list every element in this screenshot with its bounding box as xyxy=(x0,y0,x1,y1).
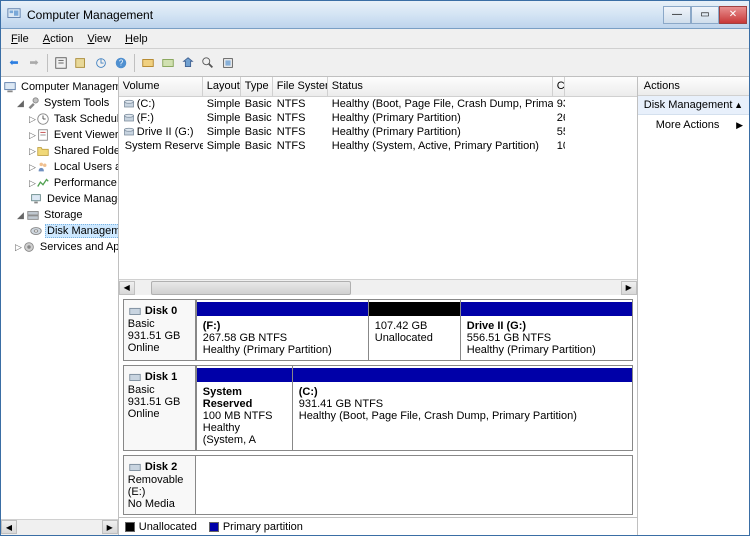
close-button[interactable]: ✕ xyxy=(719,6,747,24)
partition[interactable]: System Reserved100 MB NTFSHealthy (Syste… xyxy=(196,366,292,450)
event-icon xyxy=(36,128,50,142)
expand-icon[interactable]: ▷ xyxy=(29,178,36,189)
col-volume[interactable]: Volume xyxy=(119,77,203,96)
col-status[interactable]: Status xyxy=(328,77,553,96)
tree-task-scheduler[interactable]: ▷ Task Scheduler xyxy=(1,111,118,127)
volume-row[interactable]: (C:)SimpleBasicNTFSHealthy (Boot, Page F… xyxy=(119,97,637,111)
tool-6[interactable] xyxy=(179,54,197,72)
tree-local-users[interactable]: ▷ Local Users and Groups xyxy=(1,159,118,175)
toolbar: ⬅ ➡ ? xyxy=(1,49,749,77)
partition[interactable]: Drive II (G:)556.51 GB NTFSHealthy (Prim… xyxy=(460,300,632,360)
tool-7[interactable] xyxy=(199,54,217,72)
actions-more[interactable]: More Actions ▶ xyxy=(638,115,749,135)
volume-row[interactable]: System ReservedSimpleBasicNTFSHealthy (S… xyxy=(119,139,637,153)
disk-row: Disk 2Removable (E:)No Media xyxy=(123,455,633,515)
volume-h-scrollbar[interactable]: ◀ ▶ xyxy=(119,279,637,295)
actions-header: Actions xyxy=(638,77,749,96)
expand-icon[interactable]: ▷ xyxy=(29,130,36,141)
tools-icon xyxy=(26,96,40,110)
menubar: File Action View Help xyxy=(1,29,749,49)
disk-info: Disk 0Basic931.51 GBOnline xyxy=(124,300,196,360)
legend: Unallocated Primary partition xyxy=(119,517,637,535)
col-c[interactable]: C xyxy=(553,77,565,96)
tree-root[interactable]: Computer Management (Local xyxy=(1,79,118,95)
volume-list: Volume Layout Type File System Status C … xyxy=(119,77,637,295)
tree-services[interactable]: ▷ Services and Applications xyxy=(1,239,118,255)
help-button[interactable]: ? xyxy=(112,54,130,72)
device-icon xyxy=(29,192,43,206)
tool-1[interactable] xyxy=(52,54,70,72)
expand-icon[interactable]: ▷ xyxy=(29,146,36,157)
tool-2[interactable] xyxy=(72,54,90,72)
back-button[interactable]: ⬅ xyxy=(5,54,23,72)
tree-event-viewer[interactable]: ▷ Event Viewer xyxy=(1,127,118,143)
tool-8[interactable] xyxy=(219,54,237,72)
disk-row: Disk 1Basic931.51 GBOnlineSystem Reserve… xyxy=(123,365,633,451)
disk-icon xyxy=(29,224,43,238)
folder-icon xyxy=(36,144,50,158)
window-title: Computer Management xyxy=(27,8,663,22)
menu-help[interactable]: Help xyxy=(119,31,154,47)
collapse-icon: ▲ xyxy=(734,100,743,110)
volume-list-header: Volume Layout Type File System Status C xyxy=(119,77,637,97)
tool-4[interactable] xyxy=(139,54,157,72)
computer-icon xyxy=(3,80,17,94)
tree-pane: Computer Management (Local ◢ System Tool… xyxy=(1,77,119,535)
center-pane: Volume Layout Type File System Status C … xyxy=(119,77,638,535)
actions-pane: Actions Disk Management ▲ More Actions ▶ xyxy=(638,77,749,535)
disk-info: Disk 2Removable (E:)No Media xyxy=(124,456,196,514)
forward-button[interactable]: ➡ xyxy=(25,54,43,72)
menu-action[interactable]: Action xyxy=(37,31,80,47)
clock-icon xyxy=(36,112,50,126)
partition[interactable]: (F:)267.58 GB NTFSHealthy (Primary Parti… xyxy=(196,300,368,360)
tree-h-scrollbar[interactable]: ◀ ▶ xyxy=(1,519,118,535)
legend-primary: Primary partition xyxy=(209,521,303,533)
volume-row[interactable]: (F:)SimpleBasicNTFSHealthy (Primary Part… xyxy=(119,111,637,125)
tree-storage[interactable]: ◢ Storage xyxy=(1,207,118,223)
menu-view[interactable]: View xyxy=(81,31,117,47)
chevron-right-icon: ▶ xyxy=(736,120,743,131)
col-layout[interactable]: Layout xyxy=(203,77,241,96)
volume-row[interactable]: Drive II (G:)SimpleBasicNTFSHealthy (Pri… xyxy=(119,125,637,139)
users-icon xyxy=(36,160,50,174)
tool-3[interactable] xyxy=(92,54,110,72)
disk-row: Disk 0Basic931.51 GBOnline(F:)267.58 GB … xyxy=(123,299,633,361)
disk-graphic-pane: Disk 0Basic931.51 GBOnline(F:)267.58 GB … xyxy=(119,295,637,517)
svg-text:?: ? xyxy=(119,58,124,67)
minimize-button[interactable]: — xyxy=(663,6,691,24)
maximize-button[interactable]: ▭ xyxy=(691,6,719,24)
app-icon xyxy=(7,7,23,23)
tree-device-manager[interactable]: Device Manager xyxy=(1,191,118,207)
tree-disk-management[interactable]: Disk Management xyxy=(1,223,118,239)
expand-icon[interactable]: ▷ xyxy=(15,242,22,253)
storage-icon xyxy=(26,208,40,222)
col-fs[interactable]: File System xyxy=(273,77,328,96)
tool-5[interactable] xyxy=(159,54,177,72)
actions-section[interactable]: Disk Management ▲ xyxy=(638,96,749,115)
collapse-icon[interactable]: ◢ xyxy=(15,98,26,109)
tree-system-tools[interactable]: ◢ System Tools xyxy=(1,95,118,111)
partition[interactable]: (C:)931.41 GB NTFSHealthy (Boot, Page Fi… xyxy=(292,366,632,450)
expand-icon[interactable]: ▷ xyxy=(29,162,36,173)
perf-icon xyxy=(36,176,50,190)
tree-shared-folders[interactable]: ▷ Shared Folders xyxy=(1,143,118,159)
titlebar[interactable]: Computer Management — ▭ ✕ xyxy=(1,1,749,29)
disk-info: Disk 1Basic931.51 GBOnline xyxy=(124,366,196,450)
services-icon xyxy=(22,240,36,254)
menu-file[interactable]: File xyxy=(5,31,35,47)
col-type[interactable]: Type xyxy=(241,77,273,96)
partition[interactable]: 107.42 GBUnallocated xyxy=(368,300,460,360)
tree-performance[interactable]: ▷ Performance xyxy=(1,175,118,191)
legend-unallocated: Unallocated xyxy=(125,521,197,533)
expand-icon[interactable]: ▷ xyxy=(29,114,36,125)
collapse-icon[interactable]: ◢ xyxy=(15,210,26,221)
